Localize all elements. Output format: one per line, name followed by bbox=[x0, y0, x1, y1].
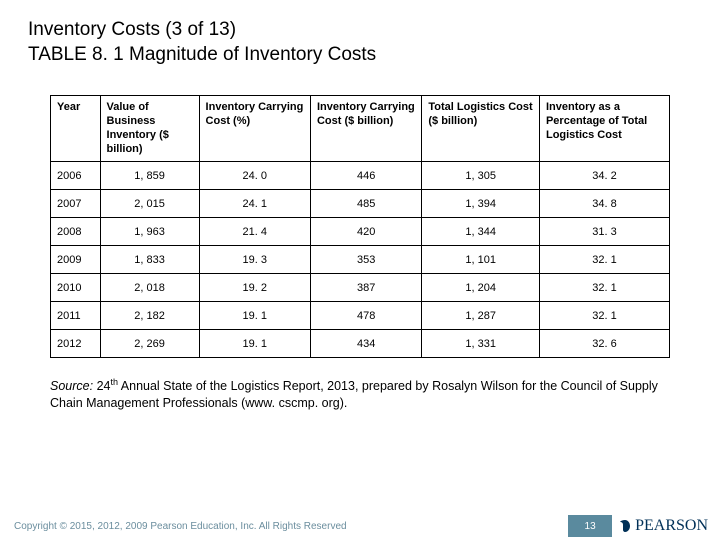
source-prefix: Source: bbox=[50, 380, 93, 394]
value-cell: 446 bbox=[310, 162, 421, 190]
value-cell: 21. 4 bbox=[199, 218, 310, 246]
year-cell: 2010 bbox=[51, 274, 101, 302]
value-cell: 32. 1 bbox=[539, 274, 669, 302]
value-cell: 34. 2 bbox=[539, 162, 669, 190]
year-cell: 2006 bbox=[51, 162, 101, 190]
value-cell: 32. 1 bbox=[539, 302, 669, 330]
pearson-mark-icon bbox=[618, 519, 632, 533]
pearson-logo-text: PEARSON bbox=[635, 517, 708, 535]
value-cell: 1, 101 bbox=[422, 246, 540, 274]
value-cell: 31. 3 bbox=[539, 218, 669, 246]
value-cell: 1, 344 bbox=[422, 218, 540, 246]
value-cell: 19. 1 bbox=[199, 302, 310, 330]
value-cell: 1, 963 bbox=[100, 218, 199, 246]
table-row: 20112, 18219. 14781, 28732. 1 bbox=[51, 302, 670, 330]
column-header: Inventory as a Percentage of Total Logis… bbox=[539, 96, 669, 162]
value-cell: 2, 182 bbox=[100, 302, 199, 330]
column-header: Value of Business Inventory ($ billion) bbox=[100, 96, 199, 162]
value-cell: 1, 331 bbox=[422, 330, 540, 358]
table-row: 20122, 26919. 14341, 33132. 6 bbox=[51, 330, 670, 358]
source-sup: th bbox=[110, 377, 118, 387]
table-body: 20061, 85924. 04461, 30534. 220072, 0152… bbox=[51, 162, 670, 358]
value-cell: 32. 6 bbox=[539, 330, 669, 358]
table-row: 20091, 83319. 33531, 10132. 1 bbox=[51, 246, 670, 274]
value-cell: 1, 204 bbox=[422, 274, 540, 302]
footer: Copyright © 2015, 2012, 2009 Pearson Edu… bbox=[0, 512, 720, 540]
value-cell: 19. 1 bbox=[199, 330, 310, 358]
source-before-sup: 24 bbox=[93, 380, 110, 394]
column-header: Total Logistics Cost ($ billion) bbox=[422, 96, 540, 162]
value-cell: 1, 833 bbox=[100, 246, 199, 274]
value-cell: 485 bbox=[310, 190, 421, 218]
table-header-row: YearValue of Business Inventory ($ billi… bbox=[51, 96, 670, 162]
copyright-text: Copyright © 2015, 2012, 2009 Pearson Edu… bbox=[0, 521, 568, 532]
slide-title: Inventory Costs (3 of 13) TABLE 8. 1 Mag… bbox=[28, 18, 692, 67]
value-cell: 19. 2 bbox=[199, 274, 310, 302]
value-cell: 1, 287 bbox=[422, 302, 540, 330]
table-row: 20102, 01819. 23871, 20432. 1 bbox=[51, 274, 670, 302]
page-number-badge: 13 bbox=[568, 515, 612, 537]
page-number: 13 bbox=[585, 521, 596, 532]
value-cell: 19. 3 bbox=[199, 246, 310, 274]
value-cell: 1, 305 bbox=[422, 162, 540, 190]
source-text: Annual State of the Logistics Report, 20… bbox=[50, 380, 658, 411]
title-line-2: TABLE 8. 1 Magnitude of Inventory Costs bbox=[28, 43, 692, 68]
column-header: Year bbox=[51, 96, 101, 162]
table-row: 20081, 96321. 44201, 34431. 3 bbox=[51, 218, 670, 246]
value-cell: 387 bbox=[310, 274, 421, 302]
inventory-costs-table: YearValue of Business Inventory ($ billi… bbox=[50, 95, 670, 358]
value-cell: 478 bbox=[310, 302, 421, 330]
value-cell: 1, 394 bbox=[422, 190, 540, 218]
year-cell: 2007 bbox=[51, 190, 101, 218]
source-citation: Source: 24th Annual State of the Logisti… bbox=[50, 376, 670, 412]
value-cell: 434 bbox=[310, 330, 421, 358]
value-cell: 2, 015 bbox=[100, 190, 199, 218]
year-cell: 2009 bbox=[51, 246, 101, 274]
column-header: Inventory Carrying Cost (%) bbox=[199, 96, 310, 162]
value-cell: 24. 1 bbox=[199, 190, 310, 218]
title-line-1: Inventory Costs (3 of 13) bbox=[28, 18, 692, 43]
table-row: 20072, 01524. 14851, 39434. 8 bbox=[51, 190, 670, 218]
slide: Inventory Costs (3 of 13) TABLE 8. 1 Mag… bbox=[0, 0, 720, 540]
table-container: YearValue of Business Inventory ($ billi… bbox=[28, 95, 692, 358]
value-cell: 32. 1 bbox=[539, 246, 669, 274]
value-cell: 1, 859 bbox=[100, 162, 199, 190]
value-cell: 2, 018 bbox=[100, 274, 199, 302]
column-header: Inventory Carrying Cost ($ billion) bbox=[310, 96, 421, 162]
value-cell: 34. 8 bbox=[539, 190, 669, 218]
value-cell: 2, 269 bbox=[100, 330, 199, 358]
value-cell: 24. 0 bbox=[199, 162, 310, 190]
year-cell: 2012 bbox=[51, 330, 101, 358]
pearson-logo: PEARSON bbox=[618, 517, 720, 535]
year-cell: 2011 bbox=[51, 302, 101, 330]
value-cell: 420 bbox=[310, 218, 421, 246]
year-cell: 2008 bbox=[51, 218, 101, 246]
table-row: 20061, 85924. 04461, 30534. 2 bbox=[51, 162, 670, 190]
value-cell: 353 bbox=[310, 246, 421, 274]
